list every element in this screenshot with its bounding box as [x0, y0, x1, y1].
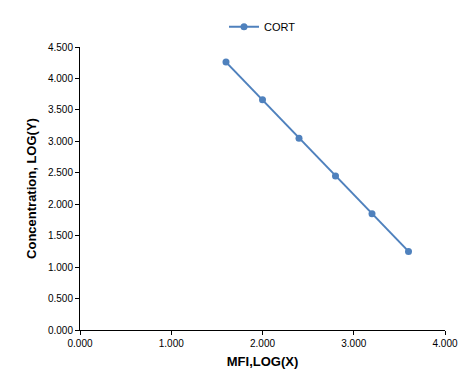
svg-text:4.000: 4.000: [48, 73, 73, 84]
svg-text:0.000: 0.000: [67, 338, 92, 349]
svg-text:3.000: 3.000: [48, 136, 73, 147]
svg-text:0.000: 0.000: [48, 325, 73, 336]
svg-text:4.500: 4.500: [48, 42, 73, 53]
svg-text:MFI,LOG(X): MFI,LOG(X): [227, 354, 299, 369]
svg-text:3.000: 3.000: [341, 338, 366, 349]
svg-text:1.000: 1.000: [159, 338, 184, 349]
svg-text:3.500: 3.500: [48, 104, 73, 115]
svg-text:Concentration, LOG(Y): Concentration, LOG(Y): [24, 118, 39, 259]
svg-text:2.500: 2.500: [48, 167, 73, 178]
svg-text:2.000: 2.000: [48, 199, 73, 210]
svg-text:4.000: 4.000: [432, 338, 457, 349]
svg-text:1.500: 1.500: [48, 230, 73, 241]
svg-text:2.000: 2.000: [250, 338, 275, 349]
svg-text:CORT: CORT: [264, 21, 295, 33]
svg-text:1.000: 1.000: [48, 262, 73, 273]
svg-text:0.500: 0.500: [48, 293, 73, 304]
